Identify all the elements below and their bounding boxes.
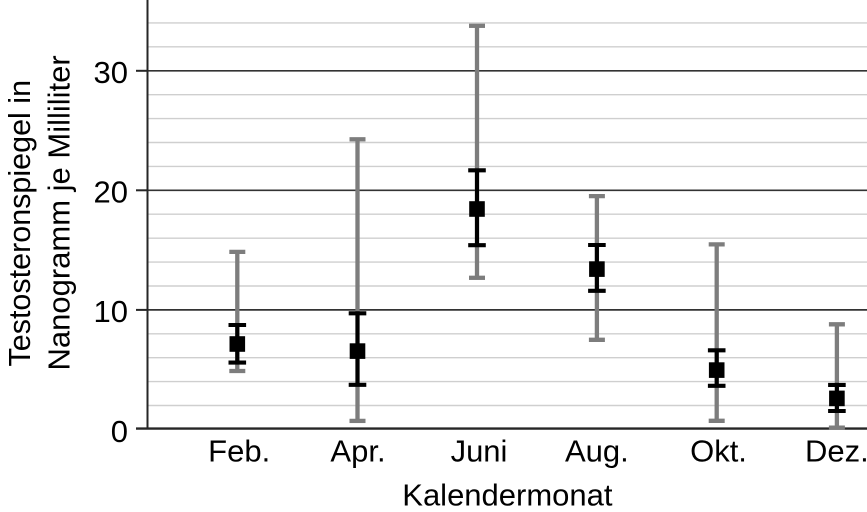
svg-text:Dez.: Dez. [805,434,867,469]
svg-text:Okt.: Okt. [690,434,747,469]
svg-text:30: 30 [94,55,128,90]
svg-text:Kalendermonat: Kalendermonat [402,478,613,512]
svg-text:0: 0 [111,414,128,449]
svg-text:Testosteronspiegel in: Testosteronspiegel in [3,80,37,367]
svg-text:Feb.: Feb. [208,434,270,469]
svg-text:Aug.: Aug. [565,434,629,469]
svg-text:Juni: Juni [451,434,508,469]
svg-text:20: 20 [94,175,128,210]
svg-text:Nanogramm je Milliliter: Nanogramm je Milliliter [42,55,77,370]
svg-text:Apr.: Apr. [330,434,385,469]
svg-text:10: 10 [94,294,128,329]
